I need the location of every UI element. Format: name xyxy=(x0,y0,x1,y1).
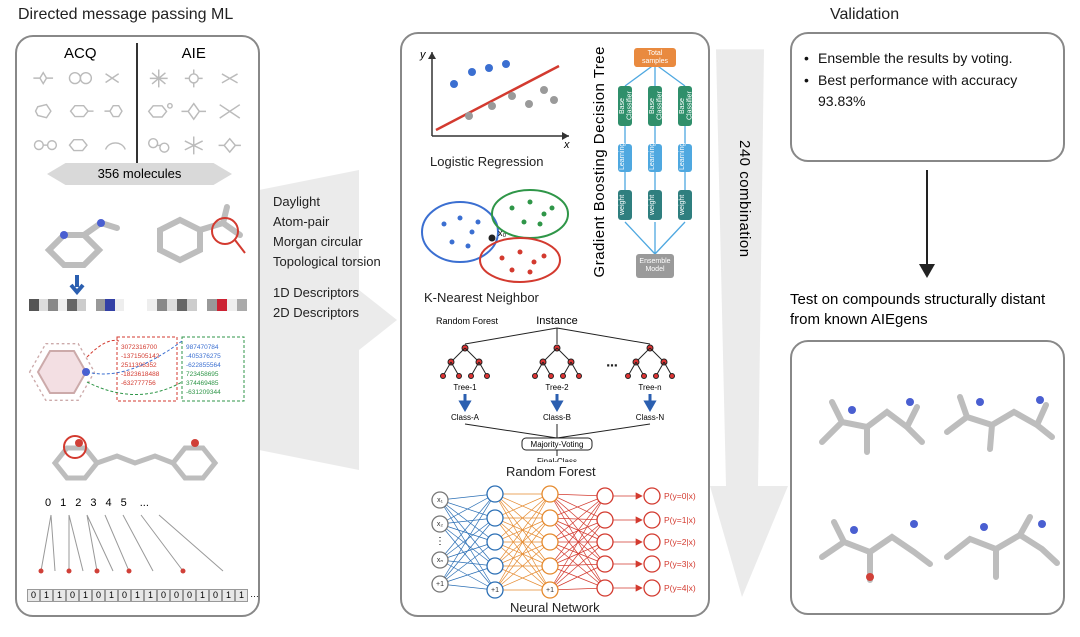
hex-descriptor: 3072316700 -1371505142 2511398352 -18236184… xyxy=(27,327,252,417)
acq-aie-block: ACQ AIE xyxy=(25,43,250,163)
svg-text:Tree-n: Tree-n xyxy=(638,383,661,392)
descriptor-item: Atom-pair xyxy=(273,212,395,232)
svg-text:x₂: x₂ xyxy=(437,521,444,528)
svg-text:⋮: ⋮ xyxy=(435,536,445,547)
logreg-plot: x y xyxy=(414,44,574,154)
spacer xyxy=(273,273,395,283)
svg-text:-632777756: -632777756 xyxy=(121,380,156,387)
descriptor-item: 1D Descriptors xyxy=(273,283,395,303)
combination-arrow xyxy=(710,42,790,602)
descriptor-item: Morgan circular xyxy=(273,232,395,252)
svg-text:-405376275: -405376275 xyxy=(186,353,221,360)
svg-text:-631209344: -631209344 xyxy=(186,389,221,396)
svg-text:x: x xyxy=(563,139,570,151)
svg-text:2511398352: 2511398352 xyxy=(121,362,157,369)
logreg-label: Logistic Regression xyxy=(430,154,543,169)
arrow-down-icon xyxy=(915,170,939,280)
combination-label: 240 combination xyxy=(736,140,753,258)
test-molecules xyxy=(792,342,1067,617)
svg-text:+1: +1 xyxy=(546,587,554,594)
fingerprint-fan xyxy=(33,511,248,583)
svg-text:723458695: 723458695 xyxy=(186,371,219,378)
panel1: ACQ AIE xyxy=(15,35,260,617)
validation-title: Validation xyxy=(830,6,899,24)
svg-text:3072316700: 3072316700 xyxy=(121,344,158,351)
test-heading: Test on compounds structurally distant f… xyxy=(790,290,1070,331)
gbdt-diagram: Total samples Base Classifier Base Class… xyxy=(610,44,700,299)
panel2: x y Logistic Regression x₀ K-Nearest Nei… xyxy=(400,32,710,617)
panel3-validation: Ensemble the results by voting. Best per… xyxy=(790,32,1065,162)
mol3d-right xyxy=(145,195,255,280)
panel1-title: Directed message passing ML xyxy=(18,6,233,24)
nn-diagram: ⋮ x₁ x₂ xₙ +1 +1 +1 P(y=0|x) P(y=1|x) P(y=2|x)… xyxy=(410,482,704,602)
descriptor-arrow: Daylight Atom-pair Morgan circular Topol… xyxy=(265,170,395,470)
svg-text:…: … xyxy=(606,355,618,369)
svg-text:Random Forest: Random Forest xyxy=(436,316,499,326)
svg-text:-622855564: -622855564 xyxy=(186,362,221,369)
svg-text:+1: +1 xyxy=(491,587,499,594)
mol3d-left xyxy=(29,195,129,275)
arrow-down-icon xyxy=(69,275,85,295)
barcode-left xyxy=(29,299,124,311)
svg-text:P(y=2|x): P(y=2|x) xyxy=(664,537,696,547)
knn-plot: x₀ xyxy=(412,180,582,290)
svg-text:x₀: x₀ xyxy=(498,228,507,238)
svg-text:Tree-1: Tree-1 xyxy=(453,383,477,392)
aie-grid xyxy=(142,65,247,163)
svg-text:P(y=4|x): P(y=4|x) xyxy=(664,583,696,593)
azine-mol xyxy=(35,423,245,493)
svg-text:P(y=0|x): P(y=0|x) xyxy=(664,491,696,501)
descriptor-item: Topological torsion xyxy=(273,252,395,272)
svg-text:Class-N: Class-N xyxy=(636,413,665,422)
svg-text:xₙ: xₙ xyxy=(437,557,444,564)
svg-text:-1823618488: -1823618488 xyxy=(121,371,160,378)
rf-diagram: Random Forest Instance … xyxy=(410,312,704,462)
svg-text:-1371505142: -1371505142 xyxy=(121,353,160,360)
svg-text:Final-Class: Final-Class xyxy=(537,457,577,462)
bit-row: 01101010110001011… xyxy=(27,589,261,602)
svg-text:Class-B: Class-B xyxy=(543,413,571,422)
svg-text:374469485: 374469485 xyxy=(186,380,219,387)
svg-text:+1: +1 xyxy=(436,581,444,588)
bit-index-row: 012345... xyxy=(45,497,149,509)
validation-item: Best performance with accuracy 93.83% xyxy=(804,70,1051,113)
svg-text:P(y=3|x): P(y=3|x) xyxy=(664,559,696,569)
barcode-right xyxy=(147,299,247,311)
rf-label: Random Forest xyxy=(506,464,596,479)
svg-text:987470784: 987470784 xyxy=(186,344,219,351)
svg-text:Majority-Voting: Majority-Voting xyxy=(531,440,584,449)
knn-label: K-Nearest Neighbor xyxy=(424,290,539,305)
svg-text:Class-A: Class-A xyxy=(451,413,480,422)
svg-text:Tree-2: Tree-2 xyxy=(545,383,569,392)
panel4-test xyxy=(790,340,1065,615)
svg-text:y: y xyxy=(419,49,427,61)
svg-text:x₁: x₁ xyxy=(437,497,444,504)
nn-label: Neural Network xyxy=(510,600,600,615)
descriptor-item: 2D Descriptors xyxy=(273,303,395,323)
acq-label: ACQ xyxy=(25,43,136,62)
svg-text:P(y=1|x): P(y=1|x) xyxy=(664,515,696,525)
svg-text:Instance: Instance xyxy=(536,315,578,327)
molecule-count-banner: 356 molecules xyxy=(47,163,232,185)
aie-label: AIE xyxy=(138,43,251,62)
descriptor-item: Daylight xyxy=(273,192,395,212)
acq-grid xyxy=(29,65,132,163)
validation-item: Ensemble the results by voting. xyxy=(804,48,1051,70)
gbdt-label: Gradient Boosting Decision Tree xyxy=(591,46,608,277)
